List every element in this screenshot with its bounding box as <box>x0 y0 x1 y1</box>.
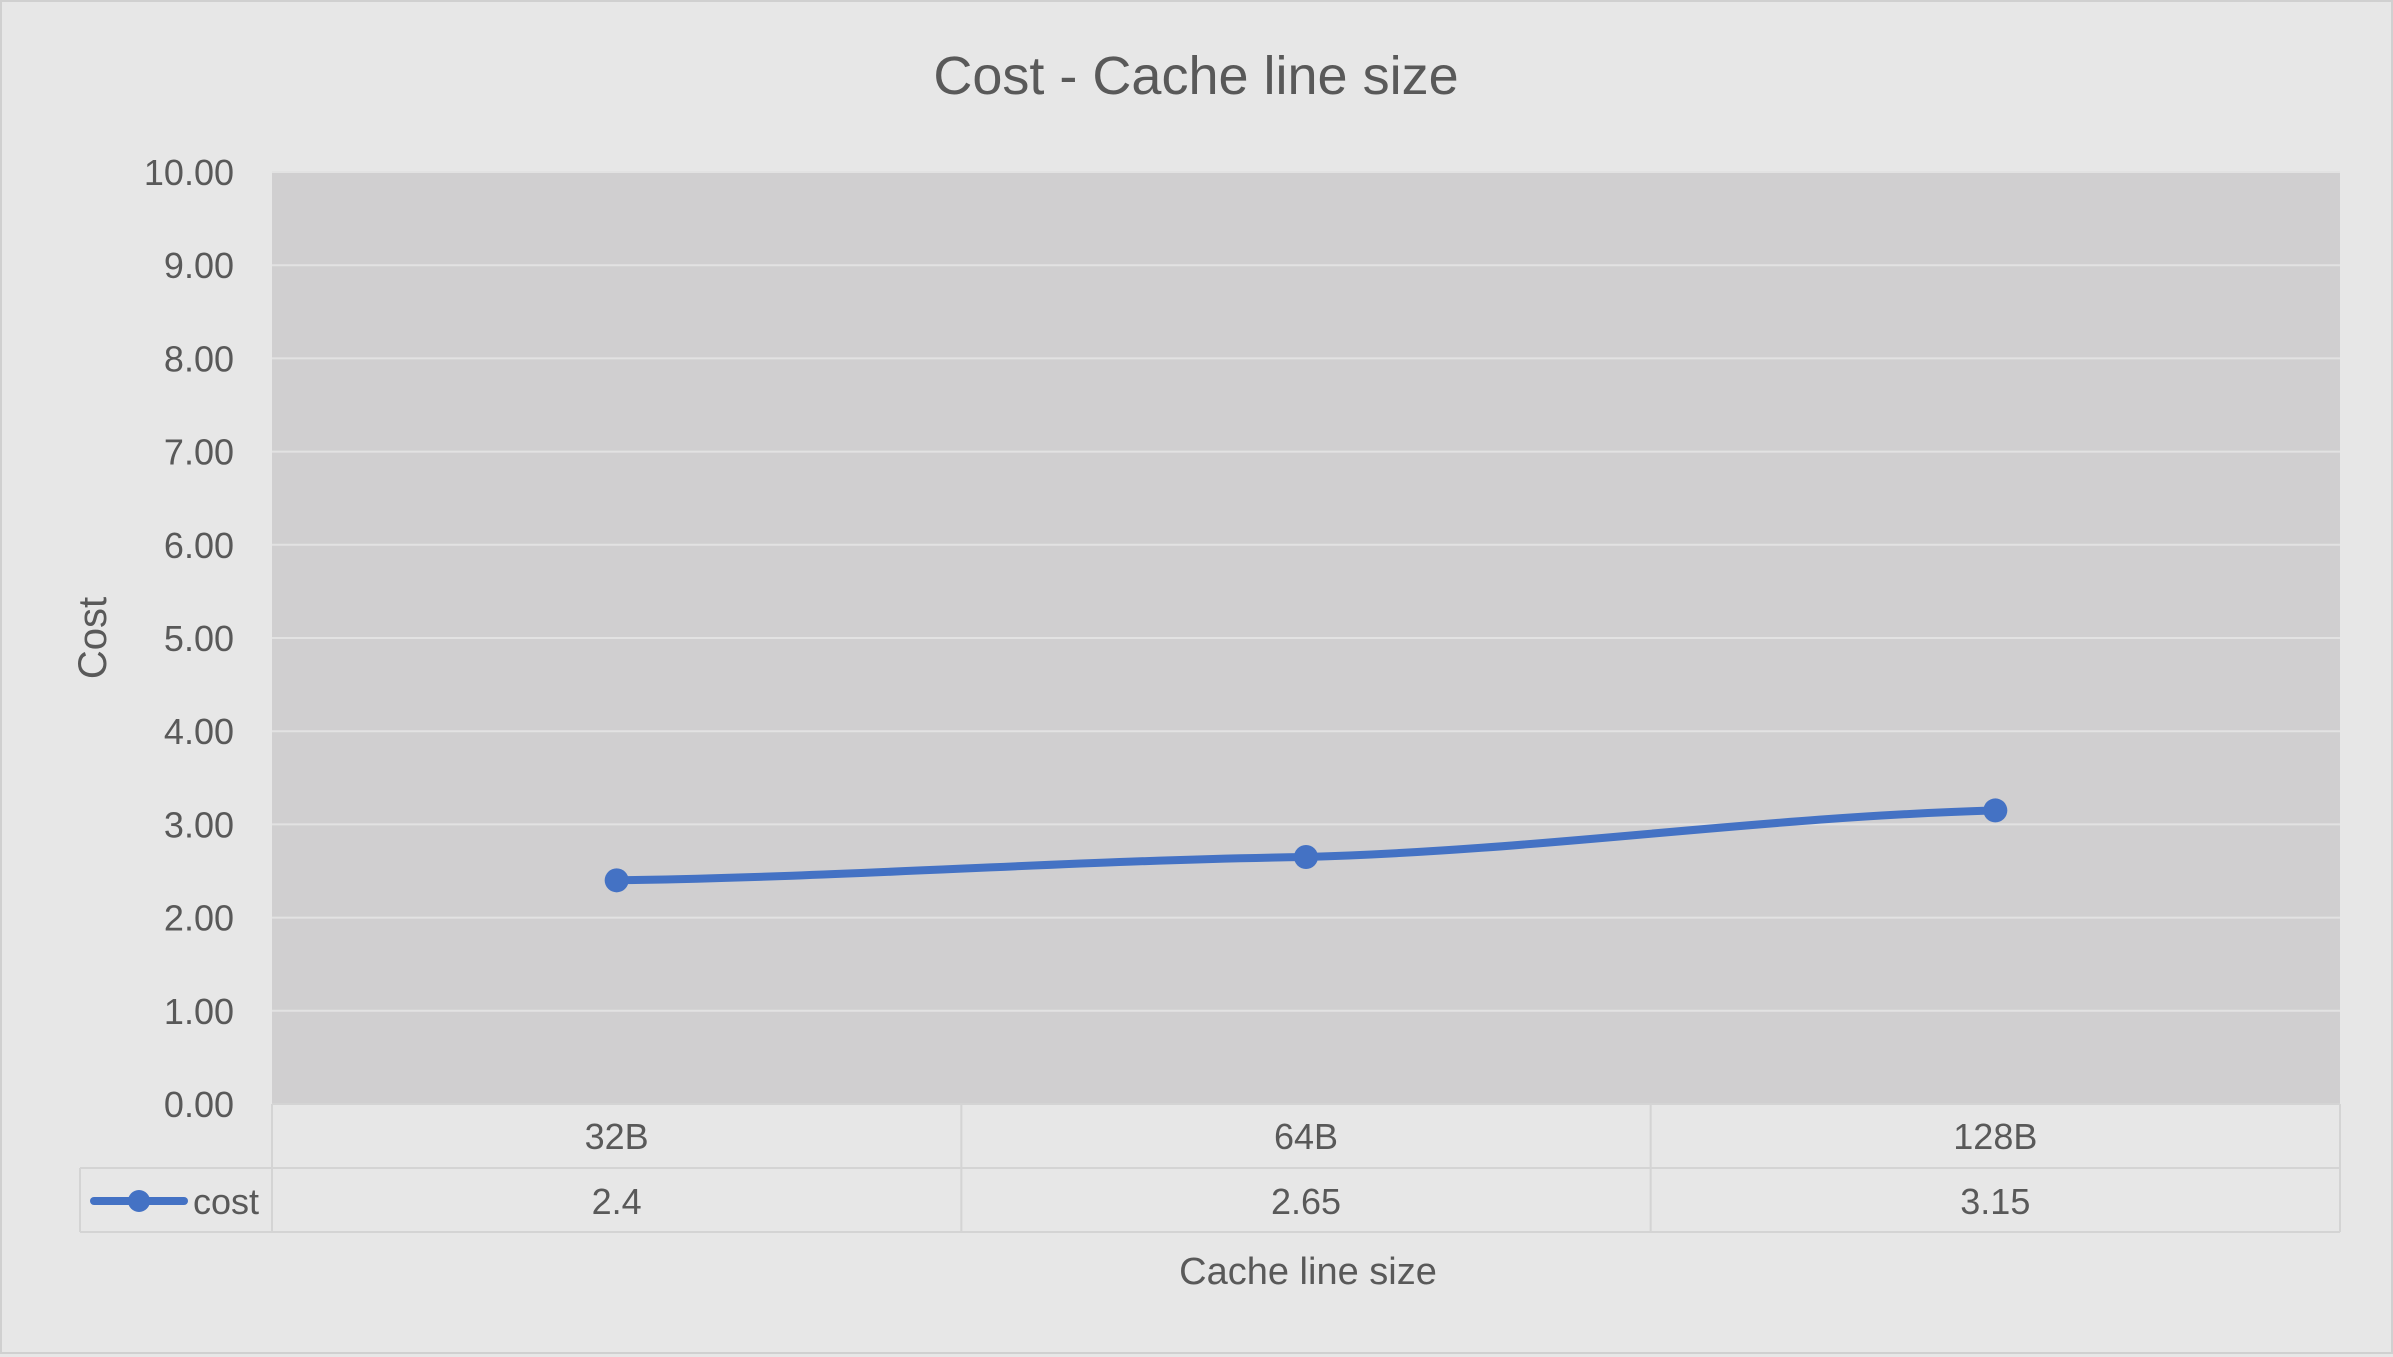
y-tick-label: 8.00 <box>164 338 234 379</box>
data-point-marker <box>604 868 629 893</box>
gridlines <box>272 171 2340 1105</box>
series-cost <box>604 798 2008 893</box>
y-tick-label: 0.00 <box>164 1084 234 1125</box>
y-tick-label: 6.00 <box>164 525 234 566</box>
x-category-label: 64B <box>1274 1116 1338 1157</box>
x-axis-label: Cache line size <box>1179 1251 1437 1293</box>
data-table: 32B 64B 128B cost 2.4 2.65 3.15 <box>79 1103 2341 1233</box>
chart-title: Cost - Cache line size <box>933 46 1458 106</box>
data-point-marker <box>1294 845 1318 870</box>
y-axis-tick-labels: 0.00 1.00 2.00 3.00 4.00 5.00 6.00 7.00 8.00 9.00… <box>144 152 234 1125</box>
data-point-marker <box>1983 798 2008 823</box>
data-table-value: 3.15 <box>1960 1181 2030 1222</box>
y-tick-label: 7.00 <box>164 432 234 473</box>
y-tick-label: 9.00 <box>164 245 234 286</box>
y-axis-label: Cost <box>71 597 115 679</box>
legend-marker-key <box>128 1190 150 1212</box>
x-category-label: 128B <box>1953 1116 2037 1157</box>
data-table-value: 2.65 <box>1271 1181 1341 1222</box>
y-tick-label: 10.00 <box>144 152 234 193</box>
data-table-value: 2.4 <box>592 1181 642 1222</box>
legend-label: cost <box>193 1181 259 1222</box>
y-tick-label: 5.00 <box>164 618 234 659</box>
y-tick-label: 2.00 <box>164 898 234 939</box>
x-category-label: 32B <box>585 1116 649 1157</box>
y-tick-label: 1.00 <box>164 991 234 1032</box>
y-tick-label: 4.00 <box>164 711 234 752</box>
y-tick-label: 3.00 <box>164 804 234 845</box>
